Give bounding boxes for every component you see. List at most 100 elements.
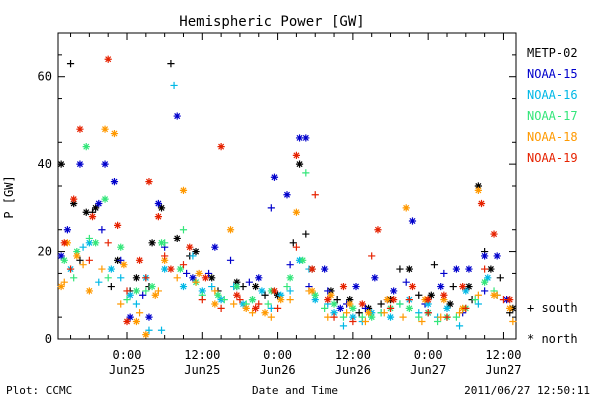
point-north-noaa-17 [82, 143, 90, 151]
point-north-noaa-17 [349, 304, 357, 312]
point-north-noaa-19 [408, 282, 417, 291]
point-south-noaa-15 [226, 256, 235, 264]
point-north-noaa-16 [107, 265, 115, 273]
x-tick-date-label: Jun26 [335, 363, 371, 377]
legend-south-marker: + south [527, 301, 578, 315]
point-north-noaa-16 [179, 282, 188, 291]
point-north-noaa-15 [465, 265, 473, 273]
point-south-metp-02 [261, 291, 269, 299]
point-north-noaa-19 [358, 300, 366, 308]
point-north-noaa-18 [161, 256, 169, 264]
point-south-noaa-15 [267, 204, 275, 212]
point-south-noaa-18 [418, 317, 426, 326]
point-south-noaa-19 [66, 265, 75, 273]
point-north-noaa-18 [120, 261, 128, 269]
point-north-noaa-16 [330, 309, 338, 317]
point-south-noaa-19 [311, 191, 319, 199]
point-south-noaa-15 [204, 269, 213, 278]
point-north-noaa-15 [302, 134, 310, 142]
point-north-noaa-16 [443, 304, 451, 312]
point-north-noaa-17 [117, 243, 125, 251]
footer-timestamp: 2011/06/27 12:50:11 [464, 384, 590, 397]
point-north-noaa-17 [92, 239, 100, 247]
point-south-noaa-16 [339, 322, 348, 330]
point-north-noaa-15 [76, 160, 84, 168]
point-south-noaa-18 [286, 296, 294, 304]
point-north-noaa-18 [346, 300, 354, 308]
point-north-noaa-17 [176, 265, 184, 273]
x-tick-time-label: 0:00 [414, 348, 443, 362]
point-north-noaa-17 [330, 300, 338, 308]
point-south-noaa-18 [98, 265, 106, 273]
point-north-noaa-16 [126, 291, 134, 299]
point-north-noaa-19 [440, 291, 448, 299]
y-tick-label: 20 [38, 245, 52, 259]
point-north-noaa-19 [506, 296, 514, 304]
point-south-noaa-16 [286, 287, 294, 295]
point-north-noaa-17 [214, 291, 222, 299]
point-north-noaa-15 [493, 252, 501, 260]
point-north-noaa-15 [283, 191, 291, 199]
point-north-noaa-15 [352, 282, 360, 291]
point-south-noaa-19 [499, 296, 508, 304]
y-tick-label: 40 [38, 157, 52, 171]
point-south-noaa-17 [396, 300, 404, 308]
point-north-noaa-15 [371, 274, 379, 282]
point-north-noaa-15 [321, 265, 329, 273]
point-north-noaa-16 [198, 287, 206, 295]
point-north-noaa-15 [270, 173, 279, 181]
point-south-noaa-18 [211, 287, 219, 295]
point-south-noaa-19 [255, 300, 263, 308]
point-south-noaa-18 [117, 300, 125, 308]
point-north-noaa-19 [424, 296, 432, 304]
point-north-metp-02 [82, 208, 90, 216]
point-north-noaa-15 [481, 252, 489, 260]
point-south-noaa-19 [104, 239, 112, 247]
point-south-noaa-19 [273, 304, 282, 312]
point-north-metp-02 [427, 291, 435, 299]
point-north-noaa-18 [383, 296, 391, 304]
point-north-noaa-16 [424, 300, 432, 308]
x-tick-date-label: Jun25 [184, 363, 220, 377]
point-south-metp-02 [415, 291, 423, 299]
point-north-noaa-17 [101, 195, 109, 203]
legend-item-metp-02: METP-02 [527, 46, 578, 60]
point-north-noaa-19 [123, 317, 131, 326]
point-south-noaa-18 [399, 313, 407, 321]
point-north-noaa-15 [110, 178, 119, 186]
legend: METP-02 NOAA-15 NOAA-16 NOAA-17 NOAA-18 NOAA-… [527, 46, 578, 346]
point-north-noaa-15 [126, 313, 134, 321]
legend-item-noaa-16: NOAA-16 [527, 88, 578, 102]
point-north-noaa-19 [270, 287, 279, 295]
point-south-noaa-17 [179, 226, 188, 234]
point-north-noaa-16 [349, 313, 357, 321]
point-north-noaa-17 [368, 313, 376, 321]
point-south-noaa-17 [70, 274, 78, 282]
point-south-noaa-19 [481, 265, 489, 273]
point-south-noaa-18 [509, 317, 517, 326]
point-south-metp-02 [289, 239, 297, 247]
point-south-noaa-19 [161, 252, 169, 260]
point-north-noaa-17 [148, 282, 156, 291]
point-north-noaa-18 [85, 287, 93, 295]
point-south-noaa-18 [192, 278, 200, 286]
point-north-noaa-18 [242, 304, 250, 312]
point-south-noaa-17 [264, 300, 272, 308]
point-north-noaa-16 [311, 296, 319, 304]
point-south-noaa-17 [339, 313, 348, 321]
legend-item-noaa-18: NOAA-18 [527, 130, 578, 144]
point-south-noaa-16 [455, 322, 464, 330]
point-south-noaa-16 [474, 300, 482, 308]
point-north-noaa-18 [308, 287, 316, 295]
point-north-noaa-15 [63, 226, 72, 234]
point-south-metp-02 [167, 60, 175, 68]
point-south-noaa-17 [302, 169, 310, 177]
point-south-noaa-19 [198, 296, 206, 304]
legend-north-marker: * north [527, 332, 578, 346]
point-south-metp-02 [76, 256, 84, 264]
point-north-noaa-16 [277, 291, 285, 299]
point-north-noaa-18 [277, 296, 285, 304]
point-south-noaa-19 [462, 304, 470, 312]
point-south-noaa-18 [361, 317, 370, 326]
